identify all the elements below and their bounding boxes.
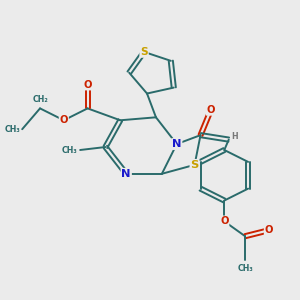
Text: O: O [83,80,92,90]
Text: O: O [265,225,273,235]
Text: CH₃: CH₃ [62,146,78,154]
Text: CH₂: CH₂ [32,95,48,104]
Text: S: S [140,47,148,57]
Text: N: N [172,139,182,149]
Text: H: H [231,131,237,140]
Text: CH₃: CH₃ [237,263,253,272]
Text: O: O [60,115,68,125]
Text: S: S [190,160,199,170]
Text: CH₃: CH₃ [5,125,21,134]
Text: O: O [220,216,229,226]
Text: O: O [207,105,215,115]
Text: N: N [122,169,131,179]
